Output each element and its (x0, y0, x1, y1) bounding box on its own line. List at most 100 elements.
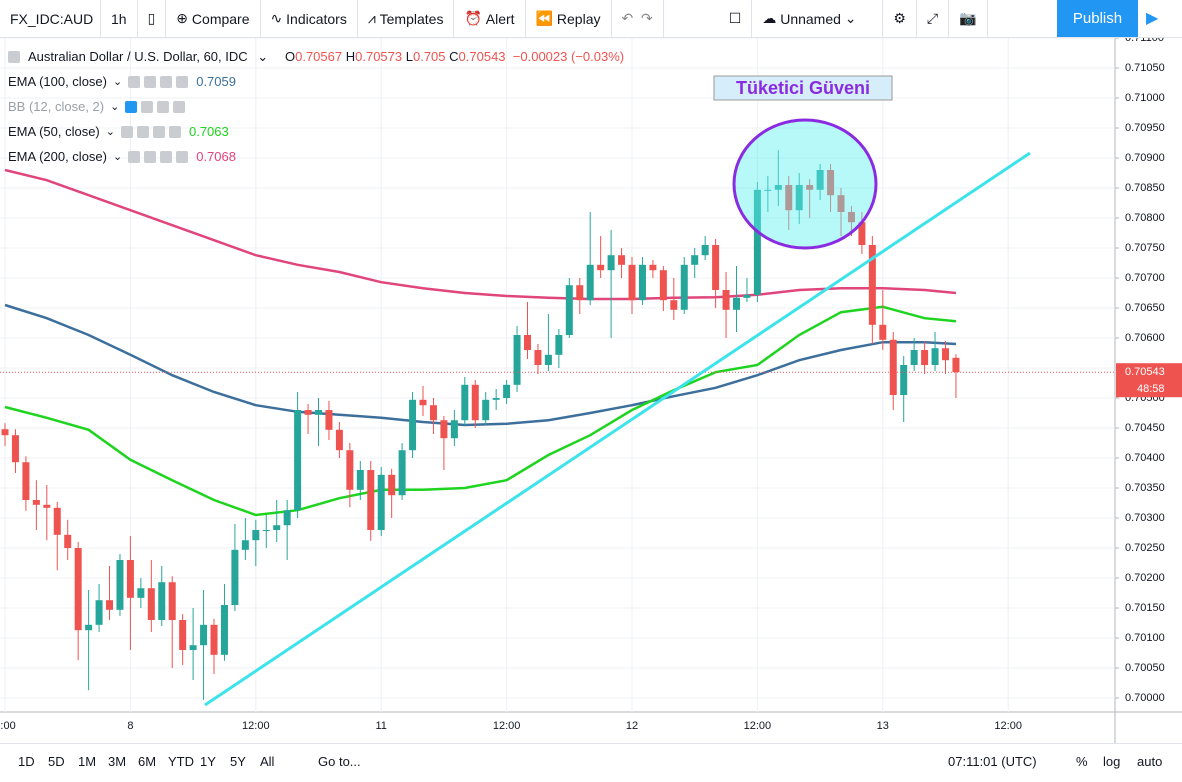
candle-body (106, 600, 114, 610)
undo-redo[interactable]: ↶ ↷ (612, 0, 664, 37)
scale-option[interactable]: % (1076, 754, 1088, 769)
layout[interactable]: ☁ Unnamed ⌄ (752, 0, 884, 37)
candle-body (889, 339, 897, 396)
y-tick-label: 0.70000 (1125, 692, 1165, 704)
y-tick-label: 0.70900 (1125, 152, 1165, 164)
control-icon[interactable] (128, 150, 141, 163)
candle-body (429, 405, 437, 421)
scale-option[interactable]: log (1103, 754, 1121, 769)
indicators: EMA (100, close) ⌄ 0.7059 BB (12, close, 2)… (8, 69, 624, 169)
publish[interactable]: Publish (1057, 0, 1138, 37)
candle-body (607, 255, 615, 271)
candle-body (910, 350, 918, 366)
candle-body (868, 245, 876, 325)
candle-body (847, 212, 855, 223)
range-button[interactable]: 5D (48, 754, 65, 769)
y-tick-label: 0.70350 (1125, 482, 1165, 494)
bottom-bar: 1D 5D 1M 3M 6M YTD 1Y 5Y All Go to... 07:11:01 (UT… (0, 743, 1182, 782)
y-tick-label: 0.71050 (1125, 62, 1165, 74)
candle-body (837, 195, 845, 213)
candle-body (1, 429, 9, 436)
settings[interactable]: ⚙ (883, 0, 917, 37)
candle-body (304, 410, 312, 415)
candle-body (795, 185, 803, 211)
control-icon[interactable] (160, 150, 173, 163)
candle-body (900, 365, 908, 396)
goto[interactable]: Go to... (318, 754, 361, 769)
control-icon[interactable] (144, 75, 157, 88)
label: Compare (191, 10, 250, 27)
candle-body (32, 500, 40, 505)
control-icon[interactable] (173, 100, 186, 113)
control-icon[interactable] (168, 125, 181, 138)
chart-style[interactable]: ▯ (138, 0, 167, 37)
candle-body (816, 170, 824, 190)
control-icon[interactable] (160, 75, 173, 88)
trend-line (204, 151, 1031, 707)
change: −0.00023 (−0.03%) (512, 49, 625, 64)
control-icon[interactable] (120, 125, 133, 138)
compare[interactable]: ⊕ Compare (166, 0, 261, 37)
label: Unnamed (780, 10, 841, 27)
control-icon[interactable] (144, 150, 157, 163)
control-icon[interactable] (176, 75, 189, 88)
control-icon[interactable] (152, 125, 165, 138)
templates[interactable]: ⩘ Templates (358, 0, 455, 37)
candle-body (398, 450, 406, 496)
range-button[interactable]: YTD (168, 754, 194, 769)
indicator-value: 0.7063 (188, 124, 229, 139)
replay[interactable]: ⏪ Replay (526, 0, 612, 37)
fullscreen[interactable]: ⤢ (917, 0, 950, 37)
play[interactable]: ▶ (1146, 10, 1159, 27)
control-icon[interactable] (136, 125, 149, 138)
candle-body (85, 624, 93, 631)
candle-body (419, 399, 427, 406)
layout-box[interactable]: ☐ (719, 0, 753, 37)
candle-body (147, 588, 155, 621)
range-button[interactable]: 6M (138, 754, 157, 769)
annotation: Tüketici Güveni (736, 78, 870, 98)
candle-body (137, 588, 145, 598)
range-button[interactable]: 3M (108, 754, 127, 769)
caret: ⌄ (113, 76, 123, 88)
candle-body (806, 185, 814, 190)
candle-body (95, 600, 103, 625)
y-tick-label: 0.70100 (1125, 632, 1165, 644)
symbol[interactable]: FX_IDC:AUD (0, 0, 101, 37)
x-tick-label: 12:00 (994, 720, 1022, 732)
control-icon[interactable] (157, 100, 170, 113)
indicator-controls (120, 125, 183, 138)
candle-body (774, 185, 782, 190)
last-price-tag (1116, 363, 1182, 398)
alert[interactable]: ⏰ Alert (454, 0, 526, 37)
interval[interactable]: 1h (101, 0, 138, 37)
candle-body (931, 348, 939, 366)
y-tick-label: 0.70600 (1125, 332, 1165, 344)
range-button[interactable]: 1M (78, 754, 97, 769)
range-button[interactable]: 5Y (230, 754, 246, 769)
snapshot[interactable]: 📷 (949, 0, 988, 37)
range-button[interactable]: 1D (18, 754, 35, 769)
scale-option[interactable]: auto (1137, 754, 1163, 769)
indicators[interactable]: ∿ Indicators (261, 0, 358, 37)
range-button[interactable]: All (260, 754, 275, 769)
candle-body (440, 420, 448, 439)
o-value: 0.70567 (295, 49, 343, 64)
chart: Tüketici Güveni 0.700000.700500.701000.7… (0, 38, 1182, 743)
ma-line (4, 168, 957, 301)
caret[interactable]: ⌄ (253, 48, 279, 64)
y-tick-label: 0.70250 (1125, 542, 1165, 554)
ohlc: O0.70567 H0.70573 L0.705 C0.70543 −0.000… (285, 49, 624, 64)
control-icon[interactable] (176, 150, 189, 163)
control-icon[interactable] (128, 75, 141, 88)
candle-body (388, 474, 396, 496)
range-button[interactable]: 1Y (200, 754, 216, 769)
candle-body (43, 504, 51, 508)
candle-body (231, 549, 239, 606)
candle-body (879, 324, 887, 340)
control-icon[interactable] (125, 100, 138, 113)
candle-body (597, 264, 605, 271)
control-icon[interactable] (141, 100, 154, 113)
y-tick-label: 0.70850 (1125, 182, 1165, 194)
